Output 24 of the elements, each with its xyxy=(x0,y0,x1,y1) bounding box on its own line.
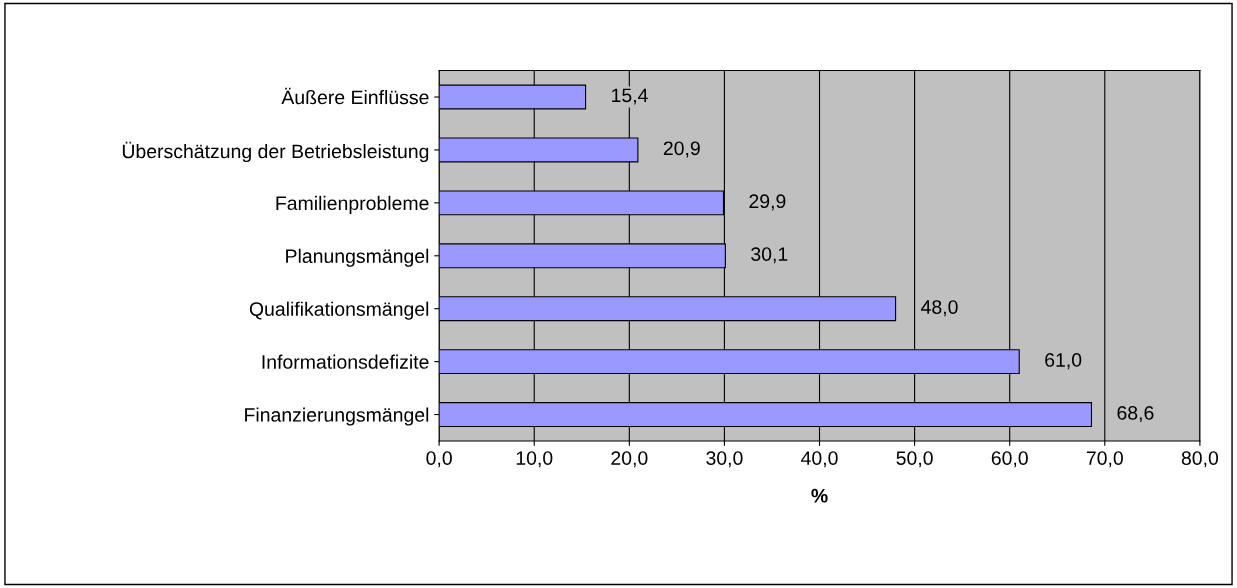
x-tick-label: 60,0 xyxy=(991,451,1028,468)
y-tick-label: Finanzierungsmängel xyxy=(245,407,429,426)
data-label: 15,4 xyxy=(612,88,648,105)
x-tick-label: 10,0 xyxy=(516,451,553,468)
data-label: 30,1 xyxy=(751,247,788,264)
y-tick-label: Familienprobleme xyxy=(276,195,429,214)
y-tick-label: Qualifikationsmängel xyxy=(249,301,429,320)
x-tick-label: 70,0 xyxy=(1086,451,1123,468)
data-label: 68,6 xyxy=(1117,405,1154,423)
data-label: 29,9 xyxy=(749,194,786,211)
y-tick-label: Planungsmängel xyxy=(286,248,429,267)
x-tick-label: 30,0 xyxy=(706,451,743,468)
y-tick-label: Informationsdefizite xyxy=(262,354,429,369)
x-tick-label: 50,0 xyxy=(896,451,933,468)
y-tick-label: Überschätzung der Betriebsleistung xyxy=(122,141,429,163)
x-tick-label: 20,0 xyxy=(611,451,648,468)
x-tick-label: 40,0 xyxy=(801,451,838,468)
y-tick-label: Äußere Einflüsse xyxy=(281,87,429,105)
x-tick-label: 0,0 xyxy=(426,451,452,468)
data-label: 61,0 xyxy=(1045,353,1082,370)
x-tick-label: 80,0 xyxy=(1181,451,1219,468)
data-label: 48,0 xyxy=(921,300,958,317)
x-axis-title: % xyxy=(811,488,828,503)
data-label: 20,9 xyxy=(663,141,700,158)
